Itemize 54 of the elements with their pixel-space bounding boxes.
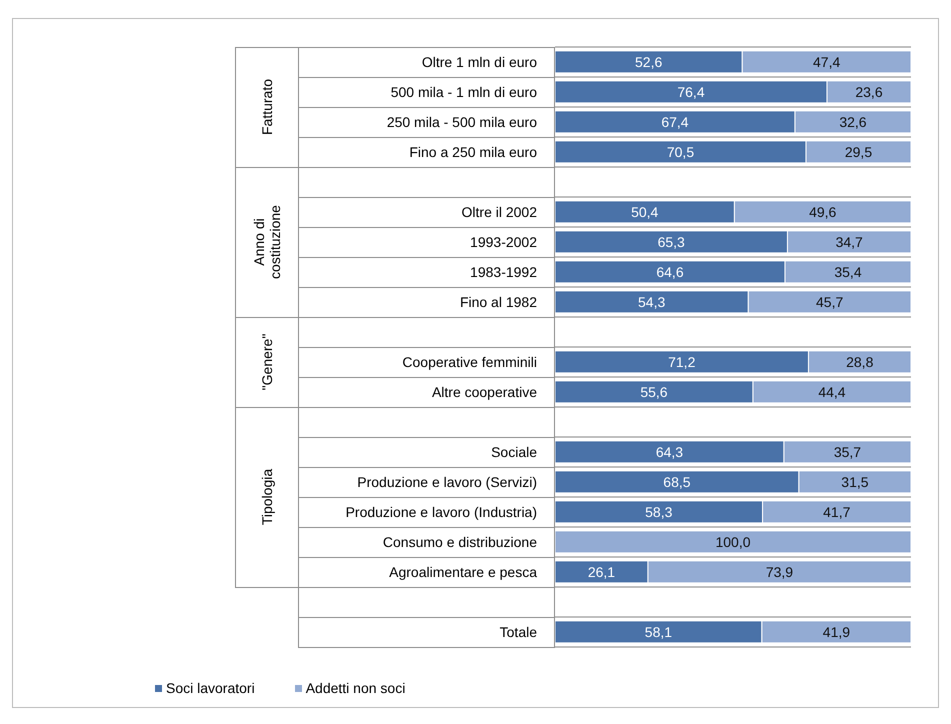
y-tick-label: 500 mila - 1 mln di euro [390, 84, 538, 100]
y-tick-label: Cooperative femminili [402, 354, 537, 370]
y-tick-label: Oltre il 2002 [462, 204, 538, 220]
data-label: 67,4 [661, 114, 689, 130]
y-tick-label: Produzione e lavoro (Industria) [346, 504, 537, 520]
data-label: 35,4 [834, 264, 862, 280]
data-label: 49,6 [809, 204, 837, 220]
y-tick-label: Consumo e distribuzione [382, 534, 538, 550]
data-label: 45,7 [816, 294, 844, 310]
data-label: 73,9 [766, 564, 794, 580]
data-label: 58,1 [644, 624, 672, 640]
data-label: 26,1 [588, 564, 616, 580]
data-label: 41,9 [822, 624, 850, 640]
data-label: 64,3 [656, 444, 684, 460]
y-tick-label: Fino al 1982 [460, 294, 538, 310]
legend-label: Soci lavoratori [165, 680, 255, 696]
y-tick-label: 1983-1992 [470, 264, 538, 280]
text: Tipologia [258, 468, 274, 526]
data-label: 65,3 [658, 234, 686, 250]
data-label: 64,6 [656, 264, 684, 280]
data-label: 47,4 [813, 54, 840, 70]
y-tick-label: Agroalimentare e pesca [389, 564, 538, 580]
y-tick-label: Oltre 1 mln di euro [422, 54, 538, 70]
y-tick-label: 250 mila - 500 mila euro [386, 114, 538, 130]
data-label: 76,4 [677, 84, 705, 100]
text: Anno di costituzione [250, 204, 282, 281]
data-label: 100,0 [715, 534, 751, 550]
text: Fatturato [258, 78, 274, 136]
data-label: 55,6 [640, 384, 668, 400]
y-tick-label: Produzione e lavoro (Servizi) [357, 474, 537, 490]
data-label: 29,5 [844, 144, 872, 160]
data-label: 54,3 [638, 294, 666, 310]
data-label: 28,8 [846, 354, 874, 370]
y-tick-label: 1993-2002 [470, 234, 538, 250]
data-label: 41,7 [823, 504, 851, 520]
bar [555, 530, 911, 554]
legend-label: Addetti non soci [304, 680, 406, 696]
data-label: 52,6 [635, 54, 662, 70]
y-tick-label: Totale [500, 624, 538, 640]
data-label: 23,6 [855, 84, 883, 100]
data-label: 68,5 [663, 474, 691, 490]
text: "Genere" [258, 334, 274, 390]
data-label: 31,5 [841, 474, 869, 490]
data-label: 44,4 [818, 384, 846, 400]
data-label: 35,7 [834, 444, 862, 460]
data-label: 32,6 [839, 114, 867, 130]
y-tick-label: Altre cooperative [432, 384, 538, 400]
data-label: 50,4 [631, 204, 659, 220]
data-label: 70,5 [666, 144, 694, 160]
y-tick-label: Fino a 250 mila euro [409, 144, 538, 160]
data-label: 71,2 [668, 354, 696, 370]
data-label: 34,7 [836, 234, 864, 250]
y-tick-label: Sociale [491, 444, 538, 460]
data-label: 58,3 [645, 504, 673, 520]
